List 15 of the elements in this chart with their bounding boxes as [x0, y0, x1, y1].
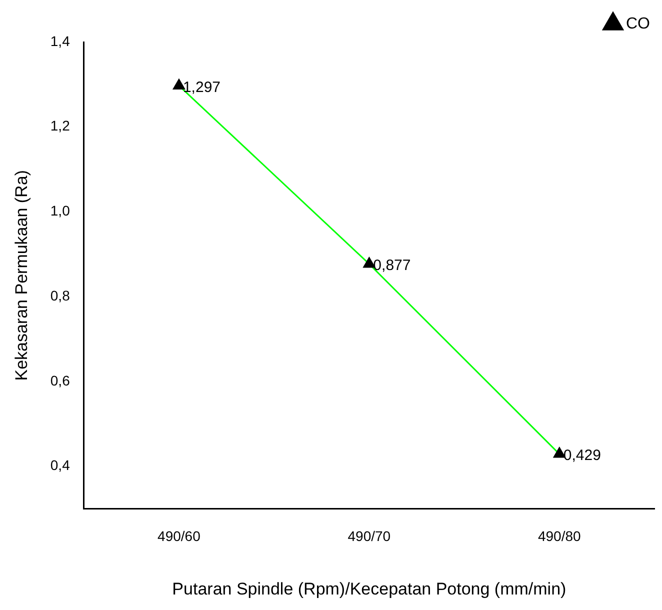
y-tick-label: 1,0	[50, 202, 70, 219]
y-tick-label: 0,8	[50, 287, 70, 304]
data-label: 0,429	[563, 447, 601, 464]
x-axis-title: Putaran Spindle (Rpm)/Kecepatan Potong (mm/min)	[172, 579, 566, 598]
y-tick-label: 1,2	[50, 118, 70, 134]
y-tick-label: 0,4	[50, 457, 70, 474]
x-tick-label: 490/80	[538, 528, 582, 544]
x-tick-label: 490/60	[158, 528, 201, 544]
data-label: 1,297	[182, 78, 221, 96]
y-tick-label: 1,4	[50, 32, 70, 49]
legend-label: CO	[626, 15, 650, 32]
data-label: 0,877	[373, 257, 411, 274]
y-tick-label: 0,6	[50, 372, 70, 388]
y-axis-title: Kekasaran Permukaan (Ra)	[12, 170, 31, 381]
x-tick-label: 490/70	[348, 528, 391, 544]
